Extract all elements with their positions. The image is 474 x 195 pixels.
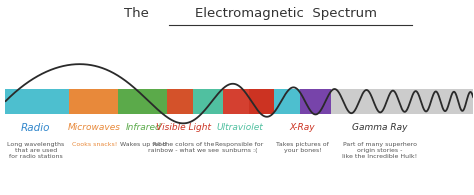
Text: Radio: Radio [21,123,51,133]
Text: All the colors of the
rainbow - what we see: All the colors of the rainbow - what we … [148,142,219,153]
Bar [167,89,192,114]
Bar [300,89,330,114]
Bar [118,89,167,114]
Text: Electromagnetic  Spectrum: Electromagnetic Spectrum [195,6,377,20]
Text: Ultraviolet: Ultraviolet [216,123,263,132]
Text: Wakes up food: Wakes up food [120,142,166,147]
Text: X-Ray: X-Ray [290,123,315,132]
Bar [223,89,249,114]
Text: Responsible for
sunburns :(: Responsible for sunburns :( [215,142,264,153]
Text: Microwaves: Microwaves [68,123,121,132]
Bar [274,89,300,114]
Text: Takes pictures of
your bones!: Takes pictures of your bones! [276,142,329,153]
Text: Part of many superhero
origin stories -
like the Incredible Hulk!: Part of many superhero origin stories - … [342,142,418,159]
Bar [330,89,474,114]
Text: Visible Light: Visible Light [156,123,211,132]
Bar [69,89,118,114]
Bar [192,89,223,114]
Text: Gamma Ray: Gamma Ray [352,123,408,132]
Text: Cooks snacks!: Cooks snacks! [72,142,117,147]
Text: Infrared: Infrared [126,123,161,132]
Bar [5,89,69,114]
Text: Long wavelengths
that are used
for radio stations: Long wavelengths that are used for radio… [7,142,64,159]
Bar [249,89,274,114]
Text: The: The [124,6,149,20]
